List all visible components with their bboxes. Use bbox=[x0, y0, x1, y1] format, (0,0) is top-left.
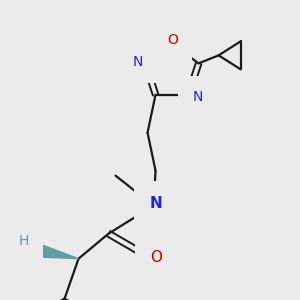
Text: N: N bbox=[5, 234, 16, 248]
Text: H: H bbox=[5, 250, 16, 264]
Polygon shape bbox=[31, 241, 79, 259]
Text: O: O bbox=[151, 250, 163, 265]
Text: N: N bbox=[132, 55, 142, 69]
Text: N: N bbox=[8, 230, 17, 243]
Text: N: N bbox=[149, 196, 162, 211]
Text: O: O bbox=[168, 33, 178, 47]
Text: N: N bbox=[192, 90, 203, 104]
Text: H: H bbox=[8, 250, 17, 263]
Text: H: H bbox=[8, 240, 17, 253]
Text: H: H bbox=[18, 234, 29, 248]
